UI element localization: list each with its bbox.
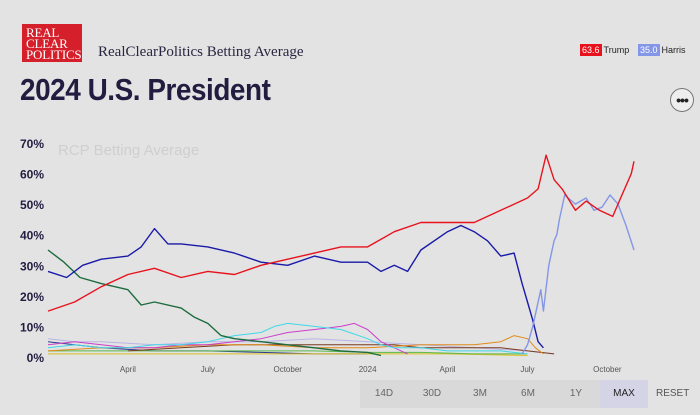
y-tick-label: 60% xyxy=(20,168,44,182)
series-line-trump xyxy=(47,154,635,312)
legend-value-harris: 35.0 xyxy=(638,44,660,56)
page-title: 2024 U.S. President xyxy=(20,72,271,107)
x-tick-label: July xyxy=(201,365,215,374)
series-line-harris xyxy=(521,194,635,355)
series-line-desantis xyxy=(47,249,382,357)
y-tick-label: 50% xyxy=(20,198,44,212)
ellipsis-icon: ••• xyxy=(676,92,689,108)
series-line-other-3 xyxy=(48,353,528,356)
more-options-button[interactable]: ••• xyxy=(670,88,694,112)
legend-name-trump: Trump xyxy=(603,45,630,55)
reset-button[interactable]: RESET xyxy=(656,388,690,399)
y-tick-label: 10% xyxy=(20,320,44,334)
logo-line-2: CLEAR xyxy=(26,36,68,51)
range-30d[interactable]: 30D xyxy=(408,380,456,408)
page-subtitle: RealClearPolitics Betting Average xyxy=(98,44,304,60)
x-tick-label: 2024 xyxy=(359,365,377,374)
x-tick-label: July xyxy=(520,365,534,374)
x-tick-label: October xyxy=(273,365,302,374)
legend-name-harris: Harris xyxy=(661,45,686,55)
legend-item-harris[interactable]: 35.0 Harris xyxy=(638,44,686,56)
y-tick-label: 0% xyxy=(27,351,45,365)
range-1y[interactable]: 1Y xyxy=(552,380,600,408)
series-line-newsom xyxy=(47,322,528,355)
rcp-logo[interactable]: REAL CLEAR POLITICS xyxy=(22,24,82,62)
logo-line-3: POLITICS xyxy=(26,47,82,62)
logo-line-1: REAL xyxy=(26,25,60,40)
y-tick-label: 30% xyxy=(20,259,44,273)
range-6m[interactable]: 6M xyxy=(504,380,552,408)
series-line-other-1 xyxy=(47,338,555,355)
legend-value-trump: 63.6 xyxy=(580,44,602,56)
legend-item-trump[interactable]: 63.6 Trump xyxy=(580,44,629,56)
x-tick-label: April xyxy=(120,365,136,374)
series-line-biden xyxy=(47,224,544,349)
range-14d[interactable]: 14D xyxy=(360,380,408,408)
range-3m[interactable]: 3M xyxy=(456,380,504,408)
chart-watermark-title: RCP Betting Average xyxy=(58,142,199,159)
y-tick-label: 40% xyxy=(20,229,44,243)
series-line-haley xyxy=(47,322,408,355)
y-tick-label: 70% xyxy=(20,137,44,151)
range-max[interactable]: MAX xyxy=(600,380,648,408)
x-tick-label: October xyxy=(593,365,622,374)
x-tick-label: April xyxy=(440,365,456,374)
y-tick-label: 20% xyxy=(20,290,44,304)
range-selector: 14D 30D 3M 6M 1Y MAX xyxy=(360,380,648,408)
